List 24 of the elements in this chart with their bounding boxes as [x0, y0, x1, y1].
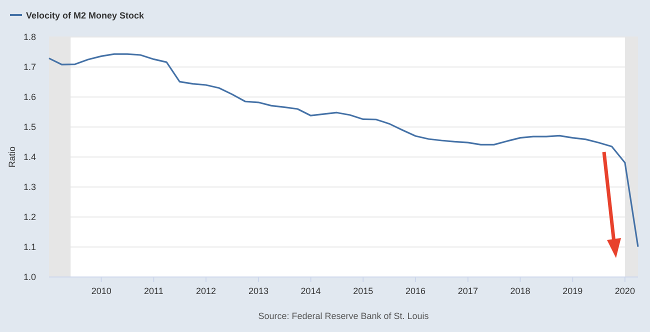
source-note: Source: Federal Reserve Bank of St. Louis [258, 311, 430, 321]
x-tick-label: 2017 [458, 286, 478, 296]
y-tick-label: 1.1 [23, 242, 36, 252]
y-tick-label: 1.8 [23, 32, 36, 42]
x-tick-label: 2020 [614, 286, 635, 296]
x-tick-label: 2014 [300, 286, 321, 296]
x-tick-label: 2013 [248, 286, 268, 296]
y-tick-label: 1.3 [23, 182, 36, 192]
y-tick-label: 1.7 [23, 62, 36, 72]
line-series [48, 53, 639, 248]
x-tick-label: 2019 [562, 286, 583, 296]
y-tick-label: 1.5 [23, 122, 36, 132]
y-tick-label: 1.0 [23, 272, 36, 282]
legend-label: Velocity of M2 Money Stock [26, 10, 146, 20]
y-tick-label: 1.4 [23, 152, 36, 162]
x-tick-label: 2016 [405, 286, 426, 296]
x-tick-label: 2012 [196, 286, 216, 296]
x-tick-label: 2011 [144, 286, 164, 296]
y-tick-label: 1.6 [23, 92, 36, 102]
y-axis-title: Ratio [7, 146, 17, 168]
y-tick-label: 1.2 [23, 212, 36, 222]
x-tick-label: 2018 [510, 286, 530, 296]
x-tick-label: 2010 [91, 286, 112, 296]
x-tick-label: 2015 [353, 286, 374, 296]
